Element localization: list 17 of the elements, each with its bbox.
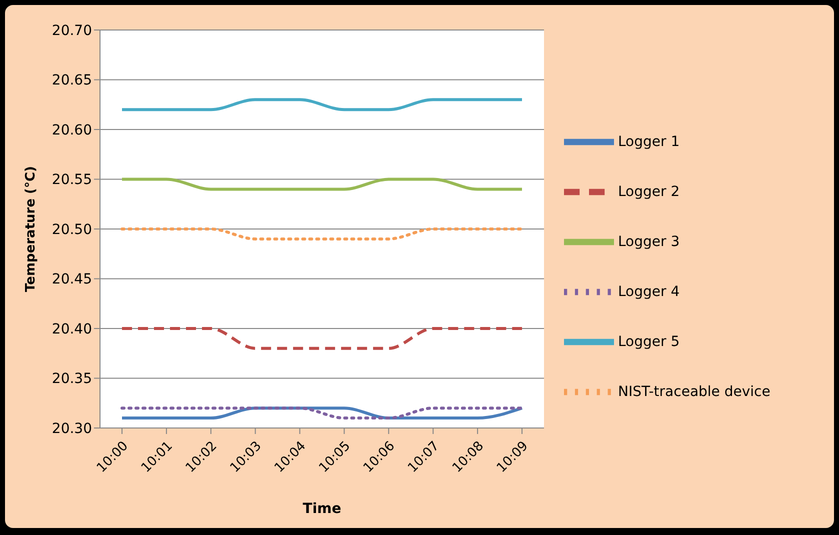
legend-label: Logger 3: [618, 233, 680, 250]
y-tick-label: 20.35: [52, 371, 92, 388]
y-tick-label: 20.55: [52, 172, 92, 188]
y-axis-title: Temperature (°C): [24, 166, 39, 292]
y-tick-label: 20.50: [52, 222, 92, 238]
y-tick-label: 20.60: [52, 122, 92, 138]
y-tick-label: 20.65: [52, 72, 92, 89]
legend-label: Logger 5: [618, 333, 680, 350]
y-tick-label: 20.30: [52, 420, 92, 437]
legend-label: Logger 4: [618, 283, 680, 300]
x-axis-title: Time: [302, 501, 342, 517]
legend-label: NIST-traceable device: [618, 383, 770, 400]
y-tick-label: 20.45: [52, 272, 92, 288]
y-tick-label: 20.70: [52, 22, 92, 39]
y-tick-label: 20.40: [52, 321, 92, 338]
legend-label: Logger 2: [618, 183, 680, 200]
legend-label: Logger 1: [618, 133, 680, 150]
